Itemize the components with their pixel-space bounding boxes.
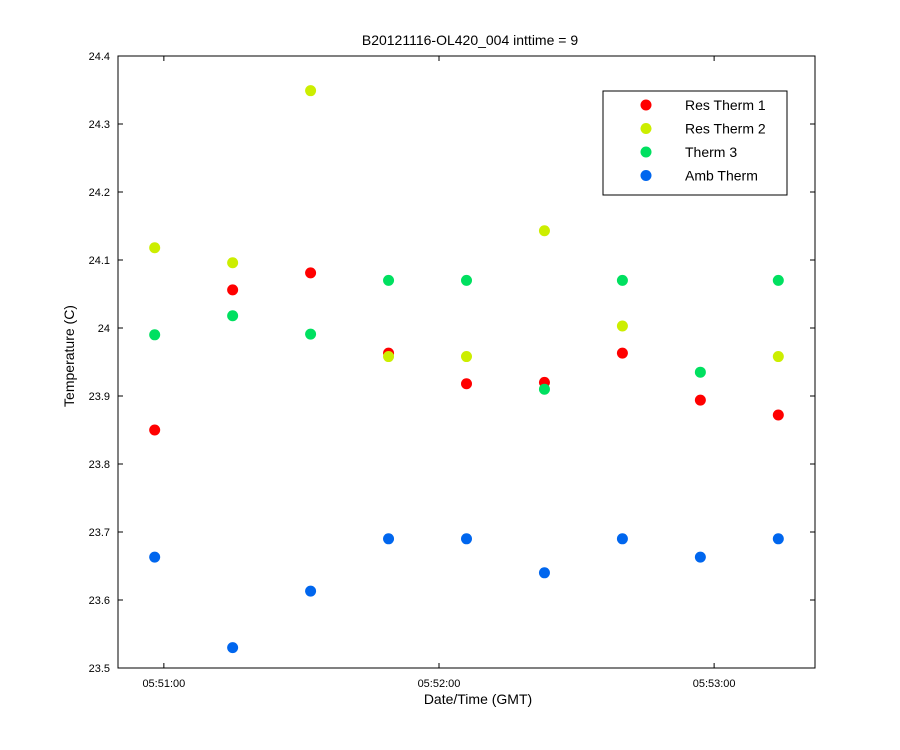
point-res-therm-2 (538, 225, 550, 237)
point-therm-3 (538, 383, 550, 395)
point-amb-therm (227, 642, 239, 654)
point-amb-therm (772, 533, 784, 545)
point-amb-therm (383, 533, 395, 545)
point-therm-3 (383, 274, 395, 286)
legend-label: Res Therm 2 (685, 121, 766, 137)
point-amb-therm (461, 533, 472, 545)
point-res-therm-2 (772, 351, 784, 363)
x-axis-title: Date/Time (GMT) (424, 691, 532, 707)
point-therm-3 (149, 329, 161, 341)
y-tick-label: 24.1 (89, 255, 110, 267)
legend-marker (640, 123, 652, 134)
point-amb-therm (538, 567, 550, 579)
point-res-therm-1 (772, 409, 784, 421)
point-therm-3 (305, 328, 317, 340)
y-tick-label: 23.5 (89, 663, 110, 675)
y-tick-label: 24 (98, 323, 110, 335)
point-therm-3 (227, 310, 239, 322)
legend: Res Therm 1 Res Therm 2 Therm 3 Amb Therm (602, 90, 788, 196)
point-amb-therm (694, 551, 706, 563)
point-res-therm-1 (227, 284, 239, 296)
legend-marker (640, 170, 652, 181)
data-points (149, 85, 784, 654)
point-res-therm-2 (616, 320, 628, 332)
point-therm-3 (772, 274, 784, 286)
point-therm-3 (616, 274, 628, 286)
point-res-therm-1 (694, 394, 706, 406)
point-res-therm-2 (383, 351, 395, 363)
x-tick-label: 05:52:00 (418, 678, 461, 690)
point-res-therm-1 (305, 267, 317, 279)
point-res-therm-2 (149, 242, 161, 254)
point-res-therm-2 (227, 257, 239, 269)
point-amb-therm (305, 585, 317, 597)
legend-marker (640, 146, 652, 158)
point-amb-therm (149, 551, 161, 563)
y-tick-label: 24.4 (89, 51, 110, 63)
y-tick-label: 23.6 (89, 595, 110, 607)
point-res-therm-2 (461, 351, 472, 363)
legend-marker (640, 99, 652, 111)
point-res-therm-2 (305, 85, 317, 97)
y-tick-label: 23.7 (89, 527, 110, 539)
y-axis-title: Temperature (C) (61, 305, 77, 407)
x-tick-label: 05:53:00 (693, 678, 736, 690)
point-res-therm-1 (616, 347, 628, 359)
legend-label: Res Therm 1 (685, 97, 766, 113)
legend-label: Therm 3 (685, 144, 737, 160)
y-tick-label: 24.2 (89, 187, 110, 199)
point-amb-therm (616, 533, 628, 545)
y-axis: 23.5 23.6 23.7 23.8 23.9 24 24.1 24.2 24.3 24.4 (89, 51, 815, 675)
y-tick-label: 23.9 (89, 391, 110, 403)
plot-area-frame (117, 55, 816, 669)
chart-title: B20121116-OL420_004 inttime = 9 (362, 32, 578, 48)
legend-label: Amb Therm (685, 168, 758, 184)
point-res-therm-1 (149, 424, 161, 436)
x-tick-label: 05:51:00 (142, 678, 185, 690)
legend-box (602, 90, 788, 196)
point-res-therm-1 (461, 378, 472, 390)
y-tick-label: 24.3 (89, 119, 110, 131)
x-axis: 05:51:00 05:52:00 05:53:00 (142, 56, 736, 690)
point-therm-3 (694, 366, 706, 378)
point-therm-3 (461, 274, 472, 286)
y-tick-label: 23.8 (89, 459, 110, 471)
